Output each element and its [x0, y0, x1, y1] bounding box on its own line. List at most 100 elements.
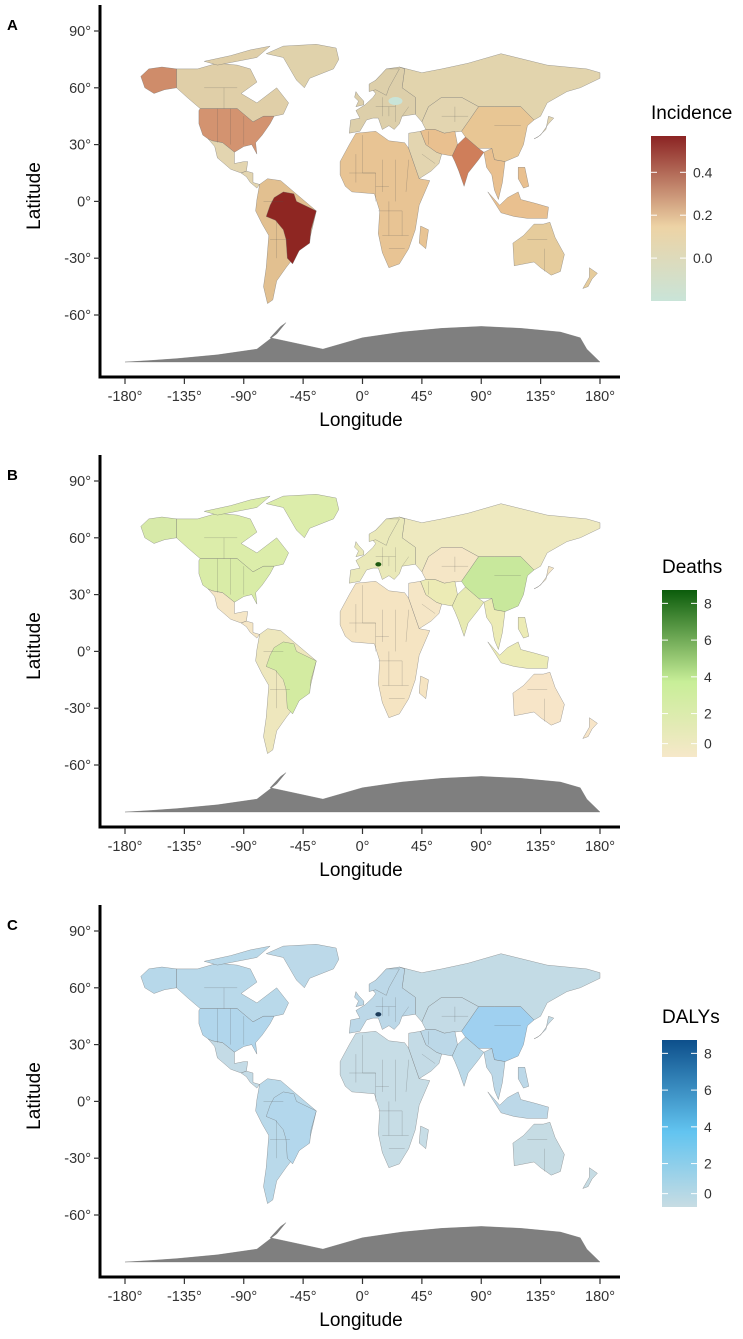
region-russia	[399, 953, 601, 1023]
region-brazil	[265, 1091, 317, 1165]
region-brazil	[265, 641, 317, 715]
legend-tick-label: 2	[704, 706, 712, 722]
region-indonesia	[487, 191, 549, 219]
region-russia	[399, 53, 601, 123]
y-tick-label: 0°	[77, 194, 91, 210]
legend-tick-label: 0.0	[693, 250, 713, 266]
y-tick-label: -30°	[64, 1151, 91, 1167]
x-tick-label: 180°	[585, 1289, 615, 1305]
panel-b: B 90° 60° 30° 0° -30° -60° -180° -135° -90° -45° 0°…	[7, 455, 722, 881]
x-tick-label: 90°	[470, 1289, 492, 1305]
region-japan	[533, 115, 555, 140]
panel-letter: B	[7, 467, 18, 484]
y-tick-label: 90°	[69, 924, 91, 940]
region-antarctica	[124, 1222, 601, 1263]
x-tick-label: 0°	[356, 389, 370, 405]
x-tick-label: 180°	[585, 839, 615, 855]
region-se-asia	[483, 1048, 506, 1101]
y-tick-label: -30°	[64, 701, 91, 717]
panel-c: C 90° 60° 30° 0° -30° -60° -180° -135° -90° -45° 0°…	[7, 905, 720, 1331]
region-australia	[512, 1121, 565, 1176]
y-tick-label: 60°	[69, 531, 91, 547]
legend-tick-label: 0	[704, 1186, 712, 1202]
panel-letter: A	[7, 17, 18, 34]
region-china	[461, 106, 535, 162]
region-nz	[582, 267, 598, 289]
legend-tick-label: 4	[704, 669, 712, 685]
x-axis-title: Longitude	[319, 1310, 402, 1331]
x-tick-label: -135°	[167, 389, 202, 405]
region-antarctica	[124, 322, 601, 363]
hotspot-region	[375, 1012, 382, 1017]
legend-tick-label: 0.4	[693, 164, 713, 180]
region-alaska	[140, 966, 177, 994]
hotspot-region	[375, 562, 382, 567]
x-tick-label: -45°	[290, 839, 317, 855]
x-axis-title: Longitude	[319, 860, 402, 881]
legend-tick-label: 2	[704, 1156, 712, 1172]
y-tick-label: -60°	[64, 758, 91, 774]
region-antarctica	[124, 772, 601, 813]
legend-tick-label: 6	[704, 1082, 712, 1098]
legend-tick-label: 8	[704, 1045, 712, 1061]
region-india	[451, 586, 485, 638]
legend-tick-label: 8	[704, 595, 712, 611]
region-greenland	[265, 44, 340, 89]
region-alaska	[140, 516, 177, 544]
x-tick-label: 45°	[411, 839, 433, 855]
region-scandinavia	[368, 68, 400, 96]
region-indonesia	[487, 1091, 549, 1119]
x-tick-label: 135°	[526, 389, 556, 405]
x-tick-label: -135°	[167, 1289, 202, 1305]
region-arctic-isl	[204, 945, 271, 966]
panel-letter: C	[7, 917, 18, 934]
region-greenland	[265, 944, 340, 989]
region-madagascar	[418, 1125, 429, 1150]
y-axis-title: Latitude	[24, 1062, 45, 1130]
x-tick-label: 90°	[470, 389, 492, 405]
legend: Incidence 0.4 0.2 0.0	[651, 103, 732, 301]
x-tick-label: 0°	[356, 1289, 370, 1305]
region-scandinavia	[368, 968, 400, 996]
y-tick-label: 30°	[69, 138, 91, 154]
region-russia	[399, 503, 601, 573]
region-mexico	[207, 1038, 248, 1074]
x-tick-label: 45°	[411, 1289, 433, 1305]
y-tick-label: 30°	[69, 588, 91, 604]
x-tick-label: -90°	[230, 1289, 257, 1305]
x-axis-title: Longitude	[319, 410, 402, 431]
world-map	[124, 44, 601, 363]
region-philippines	[517, 1067, 530, 1089]
x-tick-label: -90°	[230, 389, 257, 405]
x-tick-label: 90°	[470, 839, 492, 855]
region-c-america	[240, 170, 260, 189]
world-map	[124, 944, 601, 1263]
x-tick-label: -90°	[230, 839, 257, 855]
country-borders	[204, 537, 548, 722]
y-tick-label: 90°	[69, 24, 91, 40]
country-borders	[204, 87, 548, 272]
legend-title: DALYs	[662, 1007, 720, 1028]
region-mexico	[207, 138, 248, 174]
region-se-asia	[483, 148, 506, 201]
x-tick-label: -45°	[290, 1289, 317, 1305]
x-tick-label: -180°	[108, 389, 143, 405]
legend: DALYs 8 6 4 2 0	[662, 1007, 720, 1207]
legend-tick-label: 0	[704, 736, 712, 752]
legend-title: Incidence	[651, 103, 732, 124]
region-china	[461, 1006, 535, 1062]
x-tick-label: 180°	[585, 389, 615, 405]
region-india	[451, 1036, 485, 1088]
x-tick-label: 0°	[356, 839, 370, 855]
y-tick-label: 90°	[69, 474, 91, 490]
legend-colorbar	[651, 136, 686, 301]
y-tick-label: -60°	[64, 1208, 91, 1224]
x-tick-label: -45°	[290, 389, 317, 405]
legend: Deaths 8 6 4 2 0	[662, 557, 722, 757]
region-china	[461, 556, 535, 612]
region-japan	[533, 565, 555, 590]
y-tick-label: 60°	[69, 81, 91, 97]
region-mexico	[207, 588, 248, 624]
region-japan	[533, 1015, 555, 1040]
